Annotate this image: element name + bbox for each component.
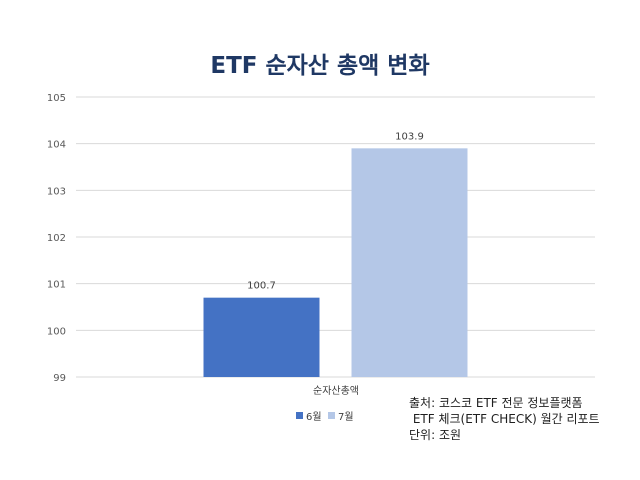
legend-swatch bbox=[296, 412, 303, 419]
source-line-1: 출처: 코스코 ETF 전문 정보플랫폼 bbox=[409, 396, 583, 410]
y-tick-label: 103 bbox=[47, 186, 66, 197]
legend-label: 6월 bbox=[306, 411, 322, 423]
legend-swatch bbox=[328, 412, 335, 419]
bars bbox=[203, 148, 468, 377]
data-labels: 100.7 103.9 bbox=[247, 131, 424, 291]
y-tick-label: 104 bbox=[47, 140, 66, 151]
category-label: 순자산총액 bbox=[313, 385, 359, 397]
y-tick-label: 100 bbox=[47, 326, 66, 337]
y-tick-label: 99 bbox=[53, 373, 66, 384]
bar-1 bbox=[203, 297, 320, 377]
source-line-2: ETF 체크(ETF CHECK) 월간 리포트 bbox=[409, 412, 600, 426]
legend: 6월 7월 bbox=[296, 411, 354, 423]
bar-2 bbox=[351, 148, 468, 377]
legend-label: 7월 bbox=[338, 411, 354, 423]
source-note: 출처: 코스코 ETF 전문 정보플랫폼 ETF 체크(ETF CHECK) 월… bbox=[409, 395, 600, 443]
chart-title: ETF 순자산 총액 변화 bbox=[210, 53, 429, 79]
grid-lines bbox=[76, 96, 595, 378]
y-tick-label: 105 bbox=[47, 93, 66, 104]
source-line-3: 단위: 조원 bbox=[409, 428, 462, 442]
y-tick-label: 102 bbox=[47, 233, 66, 244]
y-tick-label: 101 bbox=[47, 280, 66, 291]
y-axis: 99 100 101 102 103 104 105 bbox=[47, 93, 66, 384]
data-label: 100.7 bbox=[247, 281, 276, 292]
data-label: 103.9 bbox=[395, 131, 424, 142]
